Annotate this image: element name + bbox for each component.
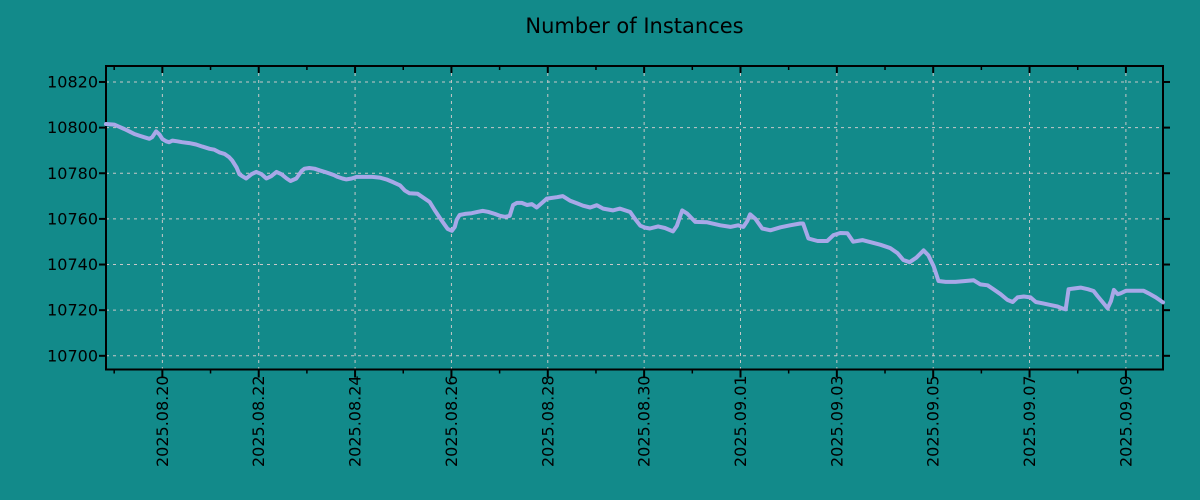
- data-line-instances: [104, 122, 1165, 312]
- x-axis-label: 2025.09.09: [1116, 375, 1135, 467]
- x-axis-label: 2025.08.20: [153, 375, 172, 467]
- x-axis-label: 2025.09.05: [924, 375, 943, 467]
- x-axis-label: 2025.09.03: [827, 375, 846, 467]
- y-axis-label: 10740: [47, 255, 98, 274]
- x-axis-label: 2025.08.30: [635, 375, 654, 467]
- x-axis-label: 2025.08.22: [249, 375, 268, 467]
- y-axis-label: 10700: [47, 346, 98, 365]
- y-axis-label: 10800: [47, 118, 98, 137]
- chart-title: Number of Instances: [525, 14, 744, 38]
- y-axis-label: 10760: [47, 209, 98, 228]
- y-axis-label: 10780: [47, 164, 98, 183]
- x-axis-label: 2025.08.26: [442, 375, 461, 467]
- y-axis-label: 10820: [47, 72, 98, 91]
- x-axis-label: 2025.09.07: [1020, 375, 1039, 467]
- y-axis-label: 10720: [47, 301, 98, 320]
- x-axis-label: 2025.09.01: [731, 375, 750, 467]
- x-axis-label: 2025.08.24: [346, 375, 365, 467]
- x-axis-label: 2025.08.28: [538, 375, 557, 467]
- plot-border: [105, 65, 1164, 371]
